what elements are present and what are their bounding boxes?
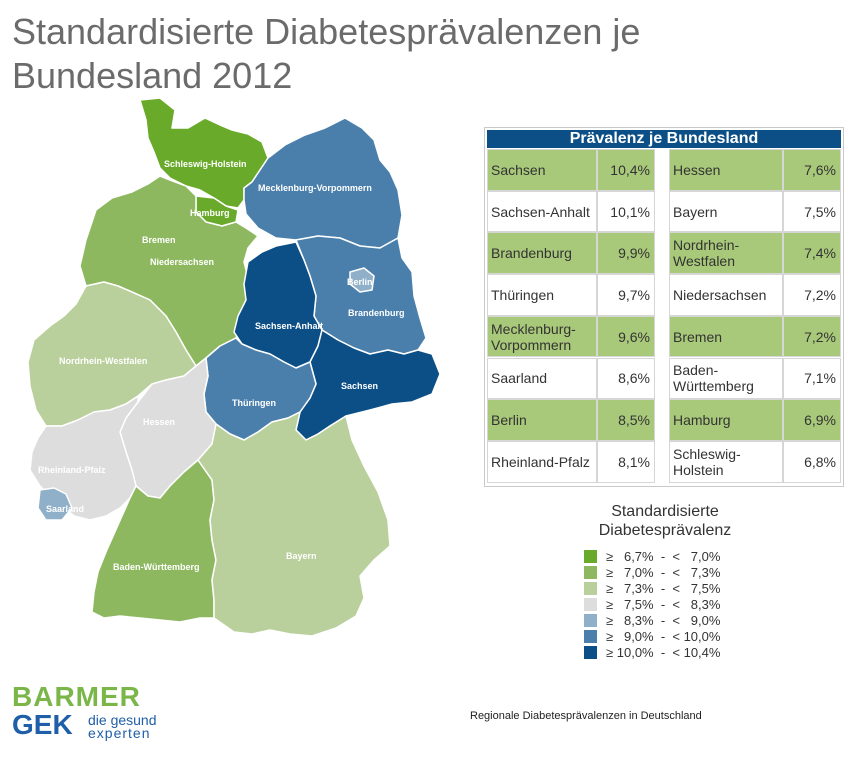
region-baden-wuerttemberg[interactable] [91, 459, 217, 623]
table-header: Prävalenz je Bundesland [487, 130, 841, 148]
table-cell-prevalence: 6,9% [783, 399, 841, 441]
map-label-sachsen-anhalt: Sachsen-Anhalt [255, 321, 323, 331]
table-cell-state-name: Hessen [669, 149, 783, 191]
table-cell-state-name: Nordrhein-Westfalen [669, 232, 783, 275]
table-cell-state-name: Brandenburg [487, 232, 597, 275]
logo-tagline-1: die gesund [88, 712, 157, 728]
legend-label: ≥ 7,5% - < 8,3% [606, 597, 721, 612]
legend-label: ≥ 9,0% - < 10,0% [606, 629, 721, 644]
germany-map: Schleswig-Holstein Hamburg Mecklenburg-V… [27, 97, 441, 637]
legend-swatch [584, 566, 597, 579]
table-cell-state-name: Thüringen [487, 274, 597, 316]
table-cell-prevalence: 7,2% [783, 315, 841, 358]
legend-swatch [584, 646, 597, 659]
table-cell-prevalence: 6,8% [783, 440, 841, 483]
legend-swatch [584, 582, 597, 595]
map-label-bremen: Bremen [142, 235, 176, 245]
legend-label: ≥ 8,3% - < 9,0% [606, 613, 721, 628]
legend-swatch [584, 598, 597, 611]
region-berlin[interactable] [349, 267, 375, 293]
legend-swatch [584, 630, 597, 643]
map-label-schleswig-holstein: Schleswig-Holstein [164, 159, 247, 169]
table-cell-prevalence: 9,9% [597, 232, 655, 275]
map-label-sachsen: Sachsen [341, 381, 378, 391]
map-label-hamburg: Hamburg [190, 208, 230, 218]
table-cell-prevalence: 8,1% [597, 440, 655, 483]
table-cell-state-name: Saarland [487, 357, 597, 400]
caption: Regionale Diabetesprävalenzen in Deutsch… [470, 710, 702, 722]
map-label-saarland: Saarland [46, 504, 84, 514]
map-label-bayern: Bayern [286, 551, 317, 561]
table-cell-prevalence: 10,1% [597, 190, 655, 233]
logo-barmer: BARMER [12, 681, 141, 712]
legend-title: Standardisierte Diabetesprävalenz [598, 503, 732, 539]
table-cell-prevalence: 8,5% [597, 399, 655, 441]
map-label-berlin: Berlin [347, 277, 373, 287]
table-cell-state-name: Bremen [669, 315, 783, 358]
page-title: Standardisierte Diabetesprävalenzen je B… [12, 11, 641, 96]
table-cell-prevalence: 7,6% [783, 149, 841, 191]
logo-tagline-2: experten [88, 725, 151, 741]
table-cell-prevalence: 7,5% [783, 190, 841, 233]
table-cell-state-name: Rheinland-Pfalz [487, 440, 597, 483]
table-cell-state-name: Hamburg [669, 399, 783, 441]
logo-gek: GEK [12, 709, 73, 740]
table-cell-prevalence: 7,4% [783, 232, 841, 275]
prevalence-table: Prävalenz je Bundesland Sachsen 10,4% Sach… [484, 127, 844, 487]
table-cell-prevalence: 7,1% [783, 357, 841, 400]
table-cell-state-name: Sachsen [487, 149, 597, 191]
table-cell-prevalence: 9,7% [597, 274, 655, 316]
map-label-niedersachsen: Niedersachsen [150, 257, 214, 267]
legend-label: ≥ 6,7% - < 7,0% [606, 549, 721, 564]
region-bayern[interactable] [197, 411, 391, 637]
legend-label: ≥ 7,3% - < 7,5% [606, 581, 721, 596]
table-cell-prevalence: 9,6% [597, 315, 655, 358]
map-label-baden-wuerttemberg: Baden-Württemberg [113, 562, 200, 572]
logo-tagline: die gesund experten [88, 712, 157, 741]
map-label-brandenburg: Brandenburg [348, 308, 405, 318]
table-cell-state-name: Baden-Württemberg [669, 357, 783, 400]
table-cell-prevalence: 7,2% [783, 274, 841, 316]
region-saarland[interactable] [37, 487, 73, 521]
legend-label: ≥ 10,0% - < 10,4% [606, 645, 721, 660]
table-cell-prevalence: 8,6% [597, 357, 655, 400]
legend-swatch [584, 614, 597, 627]
table-cell-prevalence: 10,4% [597, 149, 655, 191]
table-cell-state-name: Niedersachsen [669, 274, 783, 316]
map-label-rheinland-pfalz: Rheinland-Pfalz [38, 465, 106, 475]
map-label-thueringen: Thüringen [232, 398, 276, 408]
table-cell-state-name: Bayern [669, 190, 783, 233]
map-label-mecklenburg-vorpommern: Mecklenburg-Vorpommern [258, 183, 372, 193]
table-cell-state-name: Berlin [487, 399, 597, 441]
table-cell-state-name: Sachsen-Anhalt [487, 190, 597, 233]
map-label-nordrhein-westfalen: Nordrhein-Westfalen [59, 356, 147, 366]
table-cell-state-name: Mecklenburg-Vorpommern [487, 315, 597, 358]
table-cell-state-name: Schleswig-Holstein [669, 440, 783, 483]
map-label-hessen: Hessen [143, 417, 175, 427]
legend-swatch [584, 550, 597, 563]
legend-label: ≥ 7,0% - < 7,3% [606, 565, 721, 580]
